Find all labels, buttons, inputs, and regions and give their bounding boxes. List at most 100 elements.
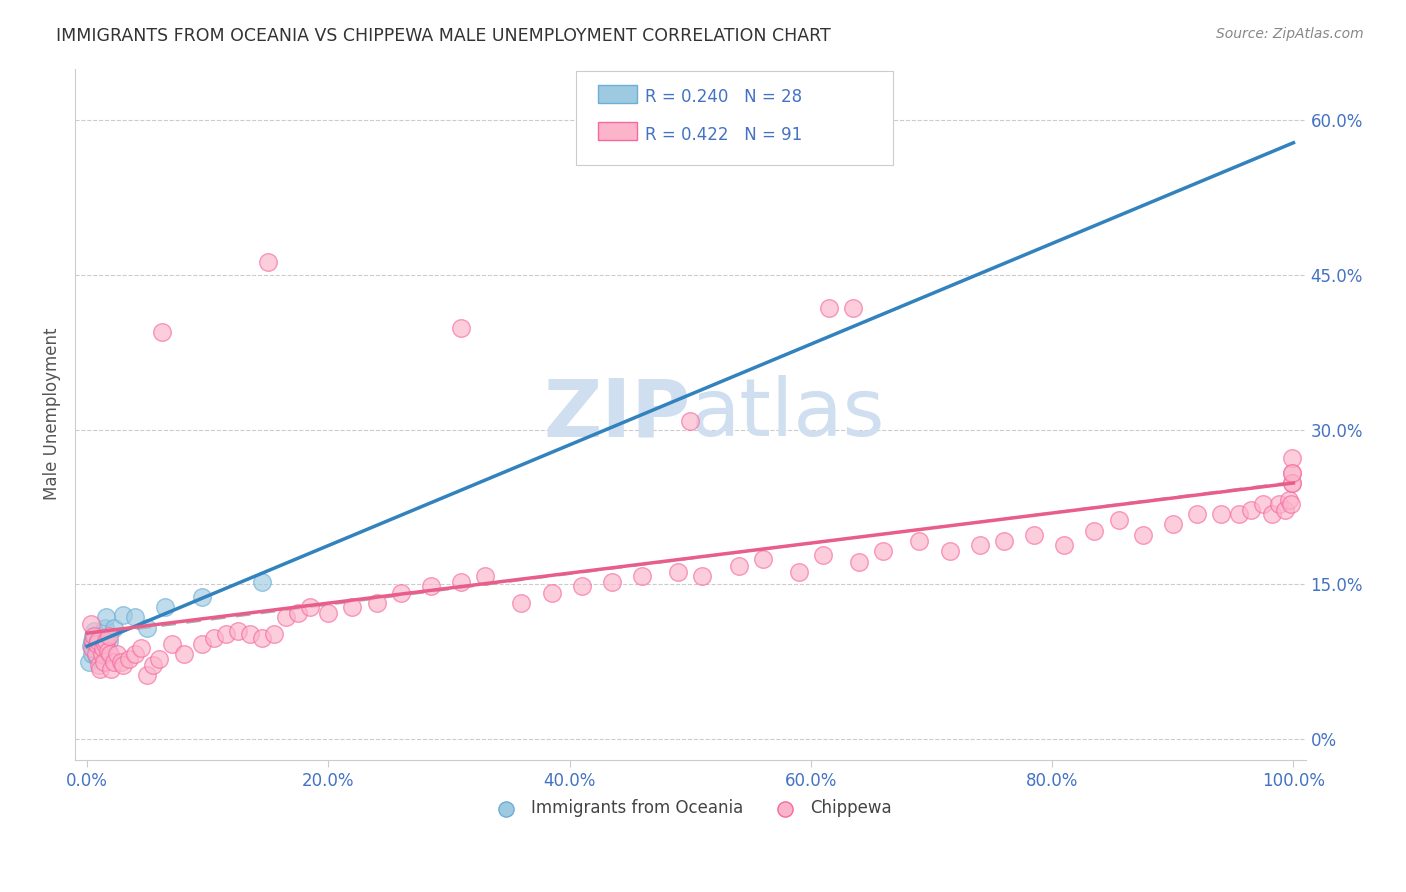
Point bbox=[1227, 507, 1250, 521]
Point bbox=[1278, 492, 1301, 507]
Point bbox=[190, 590, 212, 604]
Point bbox=[105, 648, 128, 662]
Point bbox=[600, 575, 623, 590]
Point bbox=[87, 634, 110, 648]
Point bbox=[679, 414, 702, 428]
Point bbox=[136, 668, 159, 682]
Point bbox=[1281, 466, 1303, 480]
Point bbox=[389, 585, 412, 599]
Point bbox=[97, 629, 120, 643]
Point bbox=[226, 624, 249, 638]
Point bbox=[474, 569, 496, 583]
Point bbox=[148, 651, 170, 665]
Point bbox=[250, 575, 273, 590]
Point bbox=[842, 301, 865, 315]
Point bbox=[93, 655, 115, 669]
Point bbox=[727, 558, 749, 573]
Point bbox=[215, 627, 238, 641]
Point bbox=[110, 655, 132, 669]
Point bbox=[83, 629, 105, 643]
Point bbox=[1281, 476, 1303, 491]
Point bbox=[969, 538, 991, 552]
Text: R = 0.422   N = 91: R = 0.422 N = 91 bbox=[645, 126, 803, 144]
Point bbox=[118, 651, 141, 665]
Point bbox=[82, 641, 104, 656]
Point bbox=[100, 662, 122, 676]
Point bbox=[276, 610, 298, 624]
Point bbox=[1279, 497, 1302, 511]
Point bbox=[787, 565, 810, 579]
Point bbox=[131, 641, 153, 656]
Point bbox=[872, 544, 894, 558]
Point bbox=[103, 621, 125, 635]
Point bbox=[112, 608, 135, 623]
Point bbox=[419, 579, 441, 593]
Point bbox=[540, 585, 562, 599]
Point bbox=[79, 655, 101, 669]
Point bbox=[366, 596, 388, 610]
Point bbox=[173, 648, 195, 662]
Point bbox=[239, 627, 262, 641]
Point bbox=[142, 657, 165, 672]
Point bbox=[1281, 476, 1303, 491]
Point bbox=[263, 627, 285, 641]
Point bbox=[90, 641, 112, 656]
Point bbox=[450, 321, 472, 335]
Point bbox=[250, 631, 273, 645]
Point bbox=[80, 641, 103, 656]
Point bbox=[136, 621, 159, 635]
Point bbox=[342, 600, 364, 615]
Point bbox=[97, 634, 120, 648]
Point bbox=[666, 565, 689, 579]
Point bbox=[89, 631, 111, 645]
Legend: Immigrants from Oceania, Chippewa: Immigrants from Oceania, Chippewa bbox=[482, 793, 898, 824]
Point bbox=[83, 637, 105, 651]
Point bbox=[89, 662, 111, 676]
Point bbox=[86, 637, 108, 651]
Point bbox=[908, 533, 931, 548]
Point bbox=[1053, 538, 1076, 552]
Point bbox=[90, 648, 112, 662]
Point bbox=[631, 569, 654, 583]
Point bbox=[1274, 503, 1296, 517]
Point bbox=[103, 655, 125, 669]
Point bbox=[84, 648, 107, 662]
Point bbox=[190, 637, 212, 651]
Point bbox=[94, 621, 117, 635]
Point bbox=[124, 648, 146, 662]
Point bbox=[993, 533, 1015, 548]
Point bbox=[89, 657, 111, 672]
Text: Source: ZipAtlas.com: Source: ZipAtlas.com bbox=[1216, 27, 1364, 41]
Point bbox=[1281, 466, 1303, 480]
Text: atlas: atlas bbox=[690, 376, 884, 453]
Text: ZIP: ZIP bbox=[543, 376, 690, 453]
Point bbox=[1281, 451, 1303, 466]
Point bbox=[89, 641, 111, 656]
Point bbox=[318, 606, 340, 620]
Point bbox=[257, 255, 280, 269]
Point bbox=[299, 600, 322, 615]
Point bbox=[97, 644, 120, 658]
Point bbox=[82, 629, 104, 643]
Point bbox=[450, 575, 472, 590]
Point bbox=[124, 610, 146, 624]
Point bbox=[811, 549, 834, 563]
Point bbox=[1132, 528, 1154, 542]
Y-axis label: Male Unemployment: Male Unemployment bbox=[44, 328, 60, 500]
Point bbox=[96, 610, 118, 624]
Point bbox=[91, 641, 114, 656]
Point bbox=[83, 624, 105, 638]
Point bbox=[96, 634, 118, 648]
Point bbox=[1261, 507, 1284, 521]
Point bbox=[86, 639, 108, 653]
Point bbox=[150, 325, 173, 339]
Point bbox=[287, 606, 309, 620]
Text: R = 0.240   N = 28: R = 0.240 N = 28 bbox=[645, 88, 803, 106]
Point bbox=[93, 637, 115, 651]
Point bbox=[1240, 503, 1263, 517]
Point bbox=[86, 649, 108, 664]
Point bbox=[818, 301, 841, 315]
Point bbox=[571, 579, 593, 593]
Point bbox=[98, 648, 121, 662]
Point bbox=[202, 631, 225, 645]
